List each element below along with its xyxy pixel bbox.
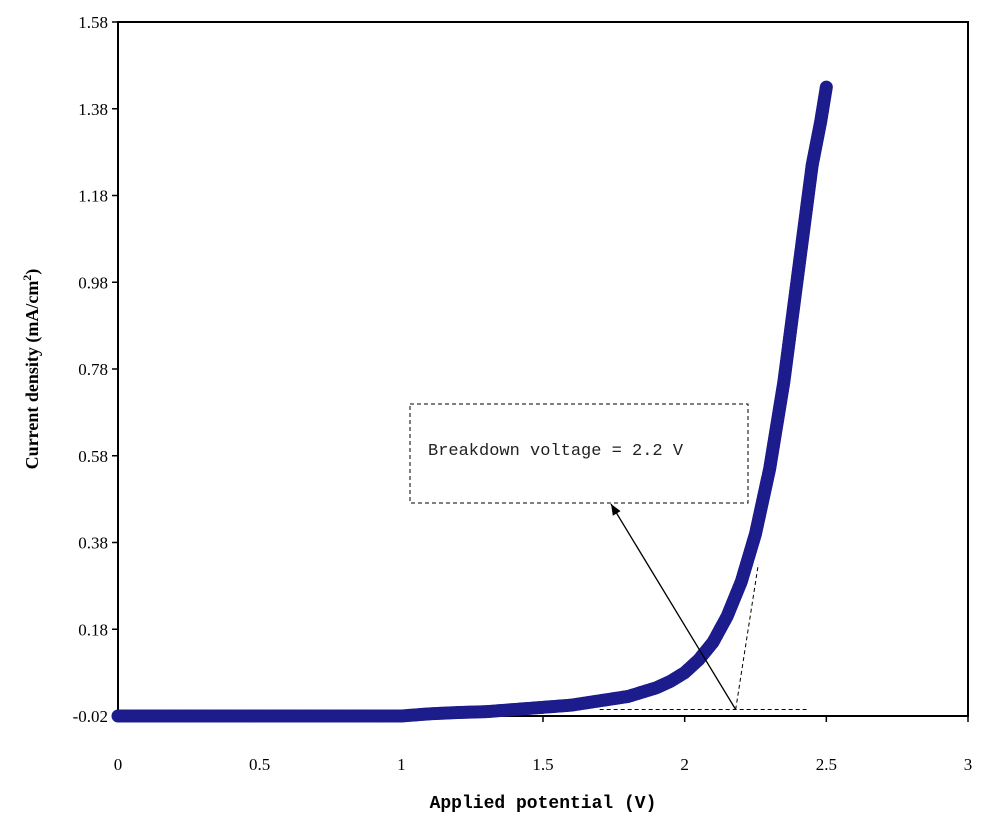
y-tick-label: 0.58 bbox=[78, 447, 108, 466]
y-axis: -0.02 0.18 0.38 0.58 0.78 0.98 1.18 1.38 1.58 bbox=[73, 13, 118, 726]
y-tick-label: 0.98 bbox=[78, 273, 108, 292]
tangent-line bbox=[735, 564, 759, 710]
y-tick-label: -0.02 bbox=[73, 707, 108, 726]
x-tick-label: 2.5 bbox=[816, 755, 837, 774]
x-tick-label: 3 bbox=[964, 755, 973, 774]
y-tick-label: 1.18 bbox=[78, 187, 108, 206]
tangent-lines bbox=[599, 564, 807, 710]
y-tick-label: 0.78 bbox=[78, 360, 108, 379]
x-axis: 0 0.5 1 1.5 2 2.5 3 bbox=[114, 716, 973, 774]
x-tick-label: 1 bbox=[397, 755, 406, 774]
x-axis-title: Applied potential (V) bbox=[430, 794, 657, 814]
y-axis-title: Current density (mA/cm2) bbox=[20, 269, 43, 470]
annotation-box bbox=[409, 403, 749, 504]
data-point bbox=[819, 80, 833, 94]
y-tick-label: 0.18 bbox=[78, 620, 108, 639]
data-series bbox=[111, 80, 833, 723]
arrow-line bbox=[610, 503, 737, 710]
x-tick-label: 0.5 bbox=[249, 755, 270, 774]
arrow-head bbox=[611, 504, 621, 516]
x-tick-label: 0 bbox=[114, 755, 123, 774]
y-tick-label: 0.38 bbox=[78, 534, 108, 553]
annotation-text: Breakdown voltage = 2.2 V bbox=[428, 442, 684, 461]
y-tick-label: 1.38 bbox=[78, 100, 108, 119]
x-tick-label: 1.5 bbox=[532, 755, 553, 774]
annotation-arrow bbox=[610, 503, 737, 710]
plot-area bbox=[117, 21, 969, 717]
x-tick-label: 2 bbox=[680, 755, 689, 774]
y-tick-label: 1.58 bbox=[78, 13, 108, 32]
